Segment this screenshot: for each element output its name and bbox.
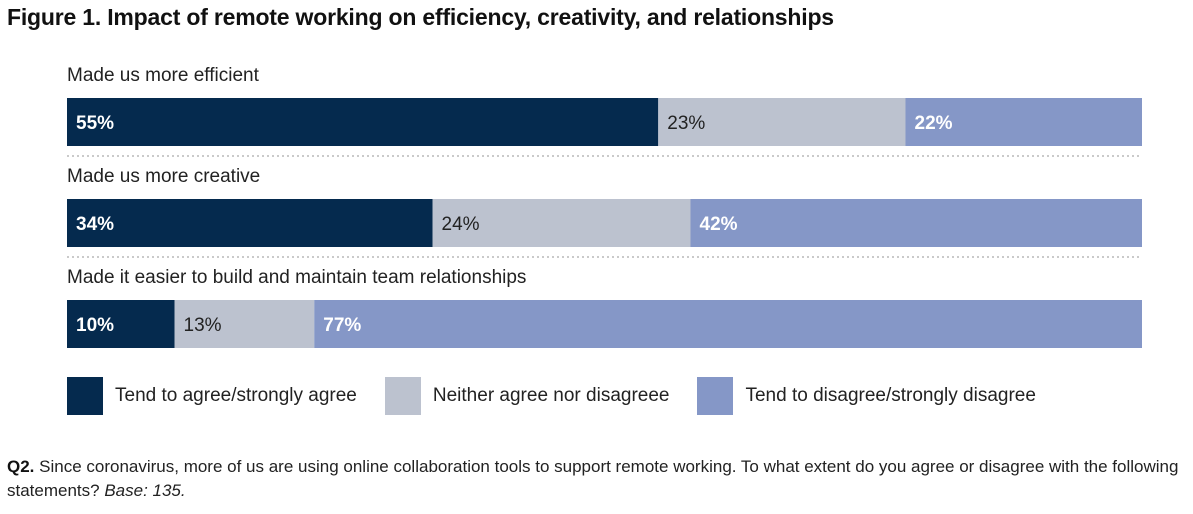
legend: Tend to agree/strongly agree Neither agr…: [67, 377, 1064, 415]
bar-segment: [67, 300, 175, 348]
data-label: 34%: [76, 214, 114, 235]
footnote-base: Base: 135.: [104, 481, 186, 500]
legend-label-disagree: Tend to disagree/strongly disagree: [745, 385, 1036, 406]
data-label: 55%: [76, 113, 114, 134]
bar-segment: [432, 199, 691, 247]
data-label: 24%: [442, 214, 480, 235]
footnote: Q2. Since coronavirus, more of us are us…: [7, 455, 1192, 503]
chart-title: Figure 1. Impact of remote working on ef…: [7, 4, 834, 30]
bar-segment: [67, 98, 659, 146]
bar-segment: [690, 199, 1142, 247]
category-label: Made it easier to build and maintain tea…: [67, 267, 526, 288]
data-label: 23%: [667, 113, 705, 134]
legend-item-neither: Neither agree nor disagreee: [384, 377, 670, 415]
data-label: 42%: [700, 214, 738, 235]
bar-segment: [67, 199, 433, 247]
data-label: 10%: [76, 315, 114, 336]
legend-item-disagree: Tend to disagree/strongly disagree: [697, 377, 1036, 415]
data-label: 13%: [184, 315, 222, 336]
data-label: 22%: [915, 113, 953, 134]
footnote-label: Q2.: [7, 457, 35, 476]
legend-swatch-disagree: [697, 377, 734, 415]
legend-item-agree: Tend to agree/strongly agree: [67, 377, 357, 415]
footnote-text: Since coronavirus, more of us are using …: [7, 457, 1179, 500]
category-label: Made us more creative: [67, 166, 260, 187]
bar-segment: [174, 300, 315, 348]
legend-label-neither: Neither agree nor disagreee: [432, 385, 670, 406]
legend-label-agree: Tend to agree/strongly agree: [115, 385, 357, 406]
bar-segment: [658, 98, 906, 146]
bar-segment: [314, 300, 1142, 348]
bar-segment: [905, 98, 1142, 146]
category-label: Made us more efficient: [67, 65, 260, 86]
legend-swatch-neither: [384, 377, 421, 415]
legend-swatch-agree: [67, 377, 103, 415]
data-label: 77%: [323, 315, 361, 336]
stacked-bar-chart: Made us more efficient 55% 23% 22% Made us m…: [67, 65, 1142, 348]
